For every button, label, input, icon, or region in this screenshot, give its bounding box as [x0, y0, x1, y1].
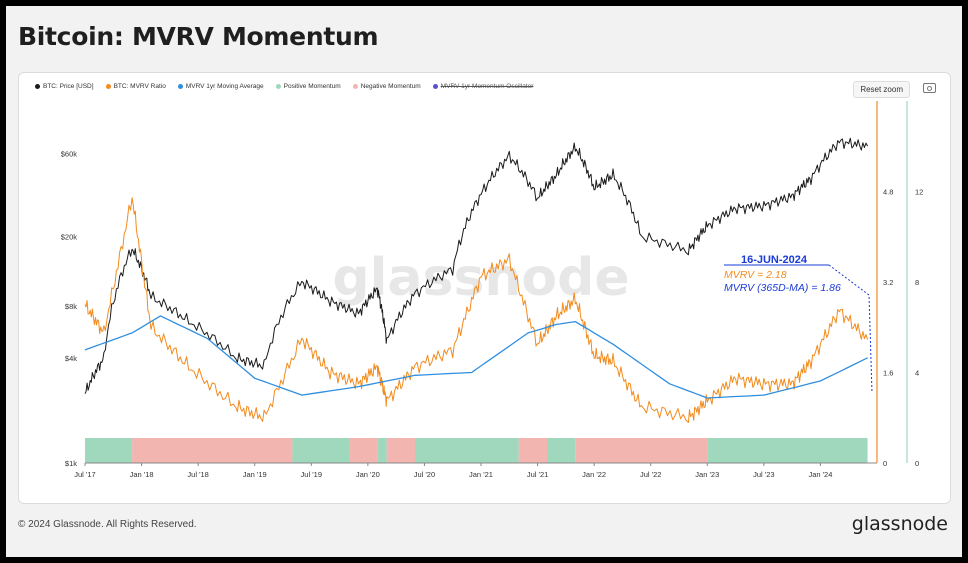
momentum-bar-2	[292, 438, 349, 463]
left-tick-label: $1k	[65, 459, 77, 468]
reset-zoom-button[interactable]: Reset zoom	[853, 81, 910, 98]
legend-label: BTC: MVRV Ratio	[113, 83, 166, 90]
camera-icon[interactable]	[923, 83, 936, 93]
chart-legend: BTC: Price [USD] BTC: MVRV Ratio MVRV 1yr …	[35, 83, 533, 90]
x-tick-label: Jul '21	[527, 470, 548, 479]
x-tick-label: Jul '22	[640, 470, 661, 479]
momentum-bar-5	[386, 438, 415, 463]
momentum-bar-9	[575, 438, 708, 463]
momentum-bar-4	[377, 438, 387, 463]
legend-dot-icon	[432, 84, 438, 89]
x-tick-label: Jan '24	[808, 470, 832, 479]
x-tick-label: Jan '18	[130, 470, 154, 479]
legend-label: MVRV 1yr Moving Average	[185, 83, 264, 90]
momentum-bar-1	[132, 438, 293, 463]
watermark-text: glassnode	[332, 248, 629, 308]
right-tick-label: 4	[915, 369, 919, 378]
x-tick-label: Jul '23	[753, 470, 774, 479]
page-title: Bitcoin: MVRV Momentum	[18, 22, 379, 51]
x-tick-label: Jan '21	[469, 470, 493, 479]
momentum-bar-10	[707, 438, 868, 463]
legend-dot-icon	[275, 84, 281, 89]
annotation-connector	[828, 264, 873, 394]
x-tick-label: Jul '20	[414, 470, 435, 479]
legend-label: Positive Momentum	[283, 83, 341, 90]
mid-tick-label: 0	[883, 459, 887, 468]
right-tick-label: 8	[915, 278, 919, 287]
series-line-btc-price	[84, 137, 869, 394]
mvrv-chart[interactable]: glassnode $60k $20k $8k $4k $1k 4.8 3.2 1.6 0 12 8 4…	[19, 73, 950, 503]
x-tick-label: Jan '19	[243, 470, 267, 479]
legend-item-5[interactable]: MVRV 1yr Momentum Oscillator	[432, 83, 534, 90]
series-line-mvrv-1yr-ma	[84, 315, 868, 399]
momentum-bar-0	[85, 438, 133, 463]
mid-tick-label: 4.8	[883, 188, 893, 197]
copyright-text: © 2024 Glassnode. All Rights Reserved.	[18, 519, 197, 530]
left-tick-label: $20k	[61, 232, 78, 241]
x-tick-label: Jan '22	[582, 470, 606, 479]
left-tick-label: $60k	[61, 149, 78, 158]
momentum-bar-3	[349, 438, 378, 463]
momentum-bar-6	[415, 438, 519, 463]
series-line-mvrv-ratio	[84, 197, 869, 423]
legend-item-4[interactable]: Negative Momentum	[352, 83, 421, 90]
x-tick-label: Jul '17	[74, 470, 95, 479]
left-tick-label: $8k	[65, 302, 77, 311]
chart-card: BTC: Price [USD] BTC: MVRV Ratio MVRV 1yr …	[18, 72, 951, 504]
annotation-mvrv-ma: MVRV (365D-MA) = 1.86	[724, 282, 841, 294]
legend-dot-icon	[177, 84, 183, 89]
legend-dot-icon	[105, 84, 111, 89]
legend-label: BTC: Price [USD]	[43, 83, 94, 90]
x-tick-label: Jan '23	[695, 470, 719, 479]
legend-item-0[interactable]: BTC: Price [USD]	[35, 83, 94, 90]
legend-dot-icon	[35, 84, 40, 89]
mid-tick-label: 3.2	[883, 278, 893, 287]
x-tick-label: Jul '18	[187, 470, 208, 479]
momentum-bar-8	[547, 438, 576, 463]
annotation-date: 16-JUN-2024	[741, 254, 808, 266]
right-tick-label: 12	[915, 188, 923, 197]
legend-item-2[interactable]: MVRV 1yr Moving Average	[177, 83, 264, 90]
mid-tick-label: 1.6	[883, 369, 893, 378]
legend-label: Negative Momentum	[360, 83, 421, 90]
right-tick-label: 0	[915, 459, 919, 468]
legend-label: MVRV 1yr Momentum Oscillator	[440, 83, 534, 90]
legend-item-1[interactable]: BTC: MVRV Ratio	[105, 83, 166, 90]
left-tick-label: $4k	[65, 354, 77, 363]
brand-logo: glassnode	[851, 513, 948, 535]
momentum-bar-7	[518, 438, 547, 463]
x-tick-label: Jul '19	[301, 470, 322, 479]
annotation-mvrv: MVRV = 2.18	[724, 269, 787, 281]
x-tick-label: Jan '20	[356, 470, 380, 479]
legend-item-3[interactable]: Positive Momentum	[275, 83, 341, 90]
legend-dot-icon	[352, 84, 358, 89]
